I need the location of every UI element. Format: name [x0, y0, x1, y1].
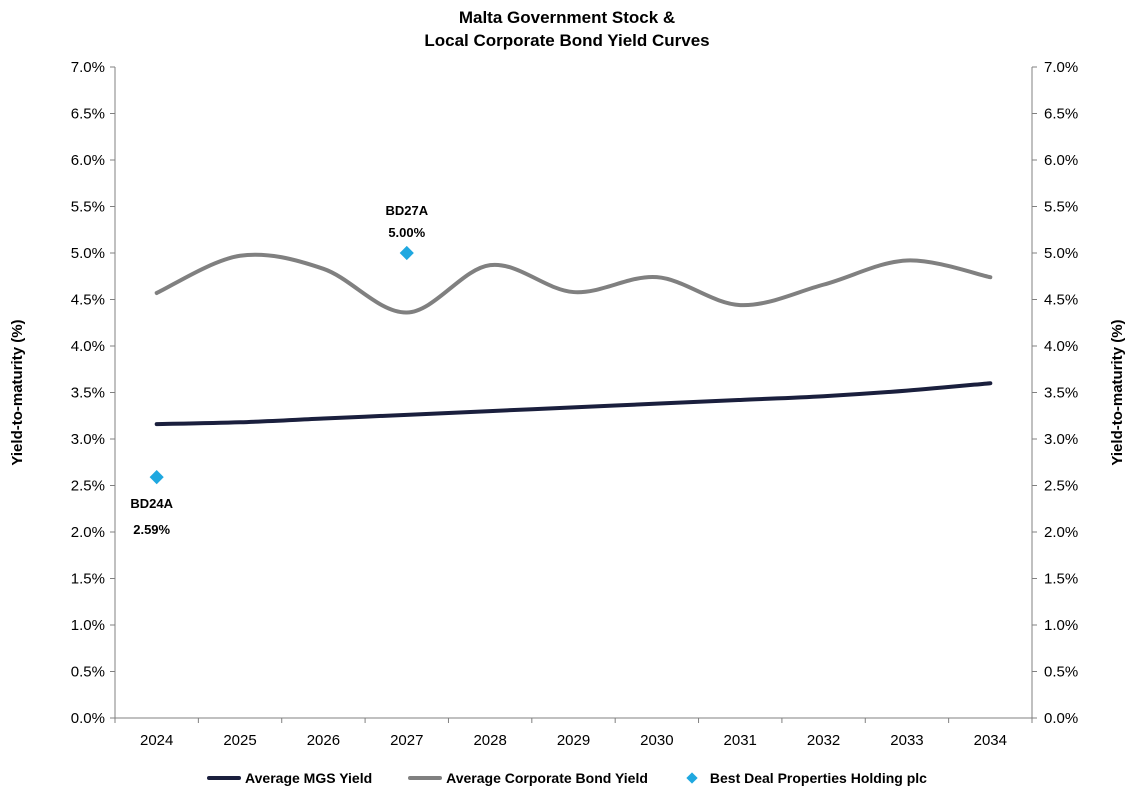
- y-tick-label-right: 4.5%: [1044, 292, 1078, 309]
- y-tick-label-right: 3.0%: [1044, 431, 1078, 448]
- y-tick-label-left: 1.0%: [71, 617, 105, 634]
- chart-title: Malta Government Stock & Local Corporate…: [0, 6, 1134, 52]
- x-tick-label: 2025: [223, 732, 256, 749]
- y-tick-label-right: 3.5%: [1044, 385, 1078, 402]
- y-axis-title-right: Yield-to-maturity (%): [1109, 319, 1126, 465]
- point-label-name: BD27A: [385, 203, 428, 218]
- series-line-corporate: [154, 252, 993, 315]
- best-deal-point: [399, 245, 414, 261]
- legend-item-corporate: Average Corporate Bond Yield: [408, 770, 648, 786]
- yield-curve-chart: 0.0% 0.0% 0.5% 0.5% 1.0% 1.0% 1.5% 1.5% 2.0% 2.0%…: [9, 59, 1126, 749]
- x-tick-label: 2024: [140, 732, 173, 749]
- y-tick-label-left: 4.0%: [71, 338, 105, 355]
- y-tick-label-left: 1.5%: [71, 571, 105, 588]
- y-tick-label-right: 2.0%: [1044, 524, 1078, 541]
- y-axis-title-left: Yield-to-maturity (%): [9, 319, 26, 465]
- series-line-mgs: [154, 381, 993, 427]
- chart-legend: Average MGS Yield Average Corporate Bond…: [0, 770, 1134, 786]
- legend-label-corporate: Average Corporate Bond Yield: [446, 770, 648, 786]
- legend-item-mgs: Average MGS Yield: [207, 770, 372, 786]
- x-tick-label: 2026: [307, 732, 340, 749]
- y-tick-label-right: 6.5%: [1044, 106, 1078, 123]
- x-tick-label: 2033: [890, 732, 923, 749]
- y-tick-label-right: 1.0%: [1044, 617, 1078, 634]
- y-tick-label-right: 2.5%: [1044, 478, 1078, 495]
- y-tick-label-right: 7.0%: [1044, 59, 1078, 76]
- y-tick-label-right: 6.0%: [1044, 152, 1078, 169]
- y-tick-label-left: 2.0%: [71, 524, 105, 541]
- x-tick-label: 2034: [974, 732, 1007, 749]
- chart-title-line-2: Local Corporate Bond Yield Curves: [424, 31, 710, 50]
- point-label-name: BD24A: [130, 496, 173, 511]
- x-tick-label: 2030: [640, 732, 673, 749]
- y-tick-label-left: 7.0%: [71, 59, 105, 76]
- legend-swatch-mgs: [207, 776, 242, 780]
- legend-label-mgs: Average MGS Yield: [245, 770, 373, 786]
- y-tick-label-left: 2.5%: [71, 478, 105, 495]
- y-tick-label-left: 0.5%: [71, 664, 105, 681]
- point-label-value: 5.00%: [388, 225, 425, 240]
- y-tick-label-left: 3.0%: [71, 431, 105, 448]
- legend-item-best-deal: Best Deal Properties Holding plc: [684, 770, 927, 786]
- legend-swatch-corporate: [408, 776, 443, 780]
- x-tick-label: 2032: [807, 732, 840, 749]
- y-tick-label-right: 0.0%: [1044, 710, 1078, 727]
- chart-title-line-1: Malta Government Stock &: [458, 8, 676, 27]
- best-deal-point: [149, 470, 164, 485]
- y-tick-label-left: 0.0%: [71, 710, 105, 727]
- y-tick-label-left: 5.0%: [71, 245, 105, 262]
- x-tick-label: 2027: [390, 732, 423, 749]
- legend-swatch-best-deal: [686, 772, 698, 784]
- y-tick-label-left: 6.0%: [71, 152, 105, 169]
- x-tick-label: 2028: [473, 732, 506, 749]
- point-label-value: 2.59%: [133, 522, 170, 537]
- y-tick-label-right: 1.5%: [1044, 571, 1078, 588]
- y-tick-label-left: 5.5%: [71, 199, 105, 216]
- legend-label-best-deal: Best Deal Properties Holding plc: [709, 770, 927, 786]
- y-tick-label-right: 5.5%: [1044, 199, 1078, 216]
- x-tick-label: 2029: [557, 732, 590, 749]
- y-tick-label-right: 5.0%: [1044, 245, 1078, 262]
- y-tick-label-left: 4.5%: [71, 292, 105, 309]
- y-tick-label-right: 0.5%: [1044, 664, 1078, 681]
- y-tick-label-right: 4.0%: [1044, 338, 1078, 355]
- y-tick-label-left: 6.5%: [71, 106, 105, 123]
- y-tick-label-left: 3.5%: [71, 385, 105, 402]
- x-tick-label: 2031: [724, 732, 757, 749]
